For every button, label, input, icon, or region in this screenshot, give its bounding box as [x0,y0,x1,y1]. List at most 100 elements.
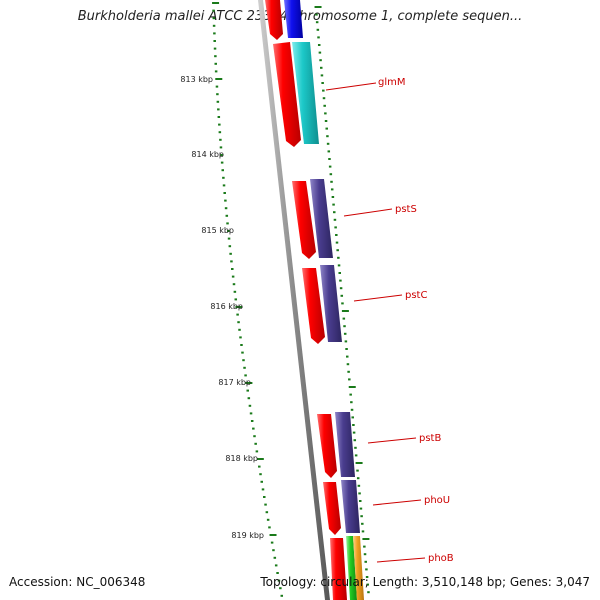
scale-tick [352,431,356,434]
scale-tick [279,587,282,590]
scale-tick [277,579,281,582]
gene-arrow[interactable] [292,181,316,259]
scale-tick [317,36,320,39]
scale-tick [335,234,338,236]
scale-tick [365,568,368,571]
scale-tick [341,302,344,305]
scale-tick [216,93,219,96]
cds-block[interactable] [341,480,360,533]
gene-pstC[interactable] [302,265,342,344]
scale-tick [216,100,220,103]
scale-tick [331,196,335,198]
scale-tick [244,374,247,377]
scale-tick [315,13,318,16]
scale-label-816: 816 kbp [210,302,243,311]
scale-tick [270,541,274,544]
cds-block[interactable] [310,179,333,258]
gene-label-phoB: phoB [428,553,454,564]
gene-pstB[interactable] [317,412,355,478]
scale-tick [215,78,223,80]
scale-tick [215,85,219,88]
scale-tick [240,344,243,346]
scale-tick [328,158,331,160]
scale-tick [344,340,348,343]
scale-tick [265,511,269,514]
scale-tick [319,59,322,62]
gene-pstS[interactable] [292,179,333,259]
scale-tick [231,275,235,278]
scale-tick [320,74,324,77]
scale-tick [365,576,369,578]
gene-arrow[interactable] [330,538,347,600]
scale-tick [212,2,220,4]
gene-phoB[interactable] [330,536,364,600]
scale-tick [221,169,224,172]
gene-top-partial[interactable] [265,0,303,40]
scale-tick [223,192,226,194]
scale-tick [333,218,337,221]
scale-tick [337,256,340,259]
scale-tick [219,146,223,149]
scale-tick [348,378,351,381]
scale-tick [236,313,239,316]
scale-tick [213,32,216,35]
gene-phoU[interactable] [323,480,360,535]
scale-tick [321,82,324,84]
scale-tick [224,199,227,202]
scale-tick [323,104,326,107]
scale-tick [342,317,346,320]
scale-tick [348,386,356,388]
scale-tick [228,245,232,248]
cds-block[interactable] [320,265,342,342]
scale-tick [367,591,370,594]
scale-tick [352,424,355,426]
scale-tick [350,408,354,411]
cds-block-orange[interactable] [353,536,364,600]
gene-arrow[interactable] [302,268,325,344]
scale-tick [241,351,244,354]
cds-block-green[interactable] [346,536,357,600]
gene-label-pstB: pstB [419,433,441,444]
scale-tick [335,241,339,244]
scale-labels: 813 kbp 814 kbp 815 kbp 816 kbp 817 kbp … [180,75,264,540]
scale-tick [213,47,217,50]
scale-tick [242,359,245,362]
cds-block[interactable] [292,42,319,144]
cds-block[interactable] [335,412,355,477]
scale-tick [256,458,264,460]
scale-tick [356,477,360,480]
gene-glmM[interactable] [273,42,319,147]
scale-tick [363,553,367,556]
scale-tick [214,55,217,58]
scale-tick [212,9,215,12]
gene-arrow[interactable] [273,42,301,147]
gene-arrow[interactable] [323,482,341,535]
cds-block[interactable] [284,0,303,38]
scale-label-813: 813 kbp [180,75,213,84]
scale-ticks [212,2,370,597]
scale-label-815: 815 kbp [201,226,234,235]
gene-arrow[interactable] [317,414,337,478]
scale-tick [359,500,362,502]
scale-tick [247,397,251,400]
gene-arrow[interactable] [265,0,283,40]
scale-tick [329,173,333,176]
scale-tick [230,260,233,263]
scale-tick [363,545,366,548]
gene-label-pstC: pstC [405,290,427,301]
scale-tick [347,370,350,373]
scale-tick [250,420,254,422]
scale-tick [227,237,231,240]
topology-summary: Topology: circular; Length: 3,510,148 bp… [260,575,590,589]
scale-tick [320,66,323,69]
scale-tick [220,154,223,156]
scale-tick [354,446,357,449]
scale-tick [224,207,228,210]
scale-tick [219,138,222,141]
scale-tick [237,321,240,324]
scale-tick [266,518,270,521]
scale-tick [326,142,330,145]
scale-tick [345,348,348,350]
scale-tick [314,6,322,8]
